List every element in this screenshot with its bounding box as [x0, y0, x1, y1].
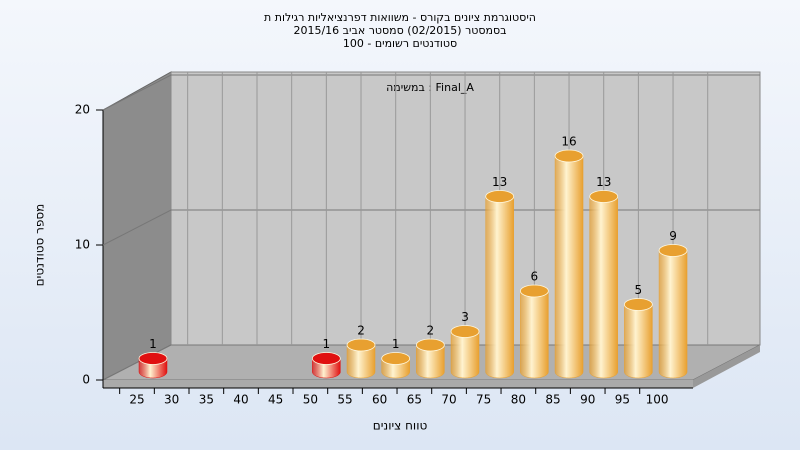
bar-top [381, 352, 411, 365]
x-tick-label: 80 [511, 393, 526, 407]
y-tick-label: 20 [75, 103, 90, 117]
bar-top [658, 244, 688, 257]
bar [346, 344, 376, 379]
x-tick-label: 95 [615, 393, 630, 407]
bar-top [589, 190, 619, 203]
x-tick-label: 100 [646, 393, 669, 407]
data-label: 5 [635, 283, 643, 297]
bar [554, 155, 584, 379]
floor-edge [693, 345, 760, 388]
y-axis-title: מספר סטודנטים [33, 204, 47, 287]
x-axis-title: טווח ציונים [373, 419, 428, 433]
data-label: 16 [561, 135, 576, 149]
data-label: 9 [669, 229, 677, 243]
x-tick-label: 65 [407, 393, 422, 407]
x-tick-label: 70 [441, 393, 456, 407]
x-tick-label: 85 [545, 393, 560, 407]
data-label: 1 [392, 337, 400, 351]
bar [450, 331, 480, 379]
bar [520, 290, 549, 379]
floor-front [103, 380, 693, 388]
data-label: 13 [492, 175, 507, 189]
grid-line [102, 74, 760, 111]
data-label: 13 [596, 175, 611, 189]
bar-top [138, 352, 168, 365]
data-label: 2 [427, 324, 435, 338]
bar [589, 196, 618, 379]
left-wall [102, 71, 172, 381]
bar-top [450, 325, 480, 338]
chart-title: היסטוגרמת ציונים בקורס - משוואות דפרנציא… [264, 11, 536, 24]
data-label: 2 [357, 324, 365, 338]
data-label: 1 [149, 337, 157, 351]
bar [485, 196, 514, 379]
y-tick-label: 10 [75, 238, 90, 252]
x-tick-label: 40 [233, 393, 248, 407]
x-tick-label: 30 [164, 393, 179, 407]
bar-top [623, 298, 653, 311]
bar [416, 344, 445, 379]
x-tick-label: 55 [337, 393, 352, 407]
x-tick-label: 25 [129, 393, 144, 407]
x-tick-label: 45 [268, 393, 283, 407]
x-tick-label: 75 [476, 393, 491, 407]
bar-top [485, 190, 515, 203]
bar-top [346, 338, 376, 352]
data-label: 1 [323, 337, 331, 351]
bar [624, 304, 653, 379]
data-label: 6 [531, 270, 539, 284]
data-label: 3 [461, 310, 469, 324]
bar-top [415, 338, 445, 352]
x-tick-label: 35 [199, 393, 214, 407]
y-tick-label: 0 [82, 373, 90, 387]
chart-subtitle: בסמסטר (02/2015) סמסטר אביב 2015/16 [293, 24, 506, 37]
bar-top [311, 352, 341, 365]
x-tick-label: 90 [580, 393, 595, 407]
bar [658, 250, 688, 379]
bar-top [519, 284, 549, 298]
bar-top [554, 149, 584, 163]
title-group: היסטוגרמת ציונים בקורס - משוואות דפרנציא… [264, 11, 536, 50]
x-tick-label: 60 [372, 393, 387, 407]
x-tick-label: 50 [303, 393, 318, 407]
chart-subtitle: סטודנטים רשומים - 100 [343, 37, 457, 50]
